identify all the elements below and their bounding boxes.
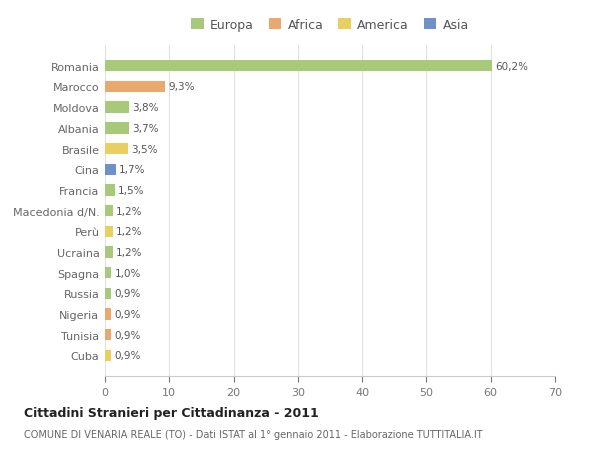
Text: 0,9%: 0,9% (114, 309, 140, 319)
Text: 1,2%: 1,2% (116, 247, 142, 257)
Bar (105, 144, 128, 155)
Bar (105, 123, 129, 134)
Text: 1,0%: 1,0% (115, 268, 141, 278)
Bar (105, 226, 113, 237)
Text: 0,9%: 0,9% (114, 289, 140, 299)
Bar (105, 82, 165, 93)
Bar (105, 288, 111, 299)
Text: 60,2%: 60,2% (495, 62, 528, 72)
Bar (105, 164, 116, 175)
Text: COMUNE DI VENARIA REALE (TO) - Dati ISTAT al 1° gennaio 2011 - Elaborazione TUTT: COMUNE DI VENARIA REALE (TO) - Dati ISTA… (24, 429, 482, 439)
Bar (105, 206, 113, 217)
Text: 1,5%: 1,5% (118, 185, 145, 196)
Legend: Europa, Africa, America, Asia: Europa, Africa, America, Asia (191, 19, 469, 32)
Text: 1,2%: 1,2% (116, 206, 142, 216)
Bar (105, 61, 492, 72)
Bar (105, 309, 111, 320)
Bar (105, 185, 115, 196)
Bar (105, 350, 111, 361)
Text: Cittadini Stranieri per Cittadinanza - 2011: Cittadini Stranieri per Cittadinanza - 2… (24, 406, 319, 419)
Text: 0,9%: 0,9% (114, 330, 140, 340)
Bar (105, 268, 112, 279)
Text: 3,7%: 3,7% (132, 123, 158, 134)
Text: 9,3%: 9,3% (168, 82, 194, 92)
Bar (105, 330, 111, 341)
Text: 1,7%: 1,7% (119, 165, 146, 175)
Text: 1,2%: 1,2% (116, 227, 142, 237)
Bar (105, 247, 113, 258)
Text: 3,8%: 3,8% (133, 103, 159, 113)
Bar (105, 102, 130, 113)
Text: 3,5%: 3,5% (131, 144, 157, 154)
Text: 0,9%: 0,9% (114, 351, 140, 361)
